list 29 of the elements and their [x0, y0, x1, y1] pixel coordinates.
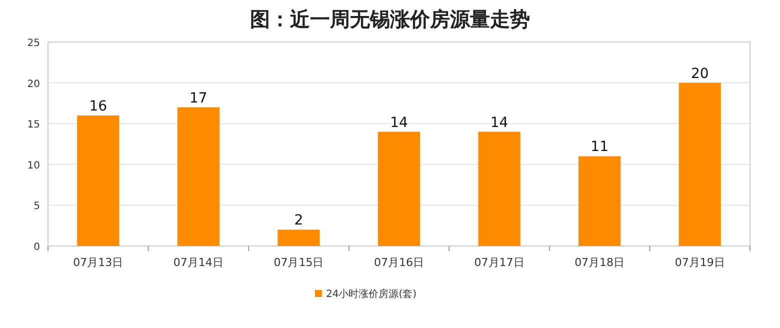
y-tick-label: 20 [27, 78, 40, 90]
x-tick-label: 07月14日 [173, 256, 224, 269]
data-label: 20 [690, 66, 709, 82]
x-tick-label: 07月16日 [374, 256, 424, 269]
y-tick-label: 10 [27, 160, 40, 172]
x-tick-label: 07月17日 [474, 256, 524, 269]
y-tick-label: 0 [34, 242, 40, 253]
y-tick-label: 5 [34, 201, 40, 212]
bar [478, 132, 520, 246]
bar [278, 230, 320, 246]
chart-title: 图：近一周无锡涨价房源量走势 [250, 7, 530, 31]
bar [77, 115, 120, 246]
y-tick-label: 25 [27, 38, 40, 49]
x-tick-label: 07月18日 [574, 256, 625, 269]
legend-label: 24小时涨价房源(套) [326, 288, 417, 300]
y-tick-label: 15 [27, 120, 40, 131]
data-label: 16 [89, 98, 108, 114]
x-tick-label: 07月15日 [274, 256, 324, 269]
data-label: 11 [590, 139, 608, 156]
data-label: 2 [294, 212, 304, 229]
x-tick-label: 07月13日 [73, 256, 124, 269]
x-tick-label: 07月19日 [674, 256, 725, 269]
bar [678, 82, 721, 246]
data-label: 14 [490, 114, 508, 131]
bar [177, 107, 220, 246]
data-label: 14 [390, 114, 408, 131]
bar [378, 132, 420, 246]
bar [578, 156, 621, 246]
data-label: 17 [190, 90, 208, 106]
